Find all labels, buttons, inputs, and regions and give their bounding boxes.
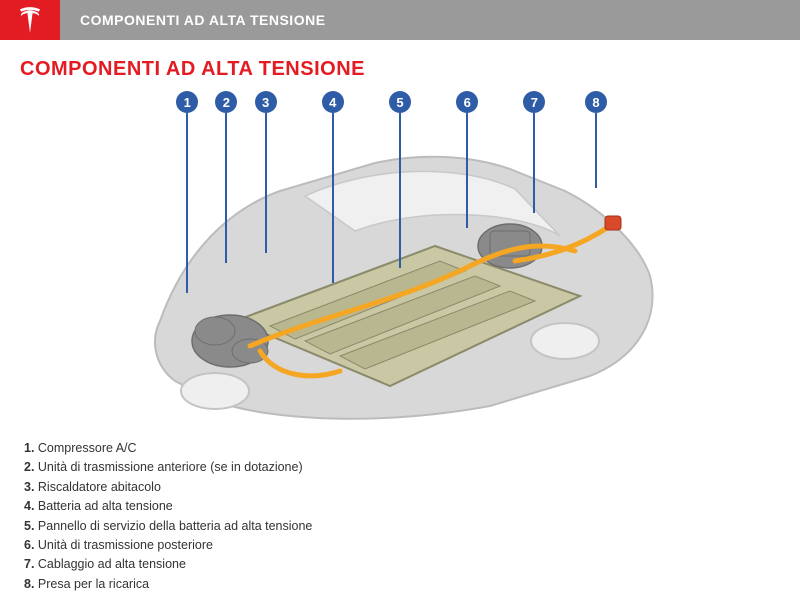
marker-circle: 4	[322, 91, 344, 113]
legend-number: 6.	[24, 538, 38, 552]
marker-line	[265, 113, 267, 253]
legend-number: 4.	[24, 499, 38, 513]
legend-list: 1. Compressore A/C2. Unità di trasmissio…	[20, 439, 780, 594]
marker-circle: 8	[585, 91, 607, 113]
marker-line	[399, 113, 401, 268]
marker-circle: 7	[523, 91, 545, 113]
legend-text: Unità di trasmissione anteriore (se in d…	[38, 460, 303, 474]
legend-item: 3. Riscaldatore abitacolo	[24, 478, 780, 497]
marker-line	[595, 113, 597, 188]
header-title: COMPONENTI AD ALTA TENSIONE	[60, 0, 800, 40]
marker-line	[186, 113, 188, 293]
legend-number: 1.	[24, 441, 38, 455]
marker-circle: 1	[176, 91, 198, 113]
legend-text: Riscaldatore abitacolo	[38, 480, 161, 494]
legend-item: 6. Unità di trasmissione posteriore	[24, 536, 780, 555]
section-title: COMPONENTI AD ALTA TENSIONE	[20, 58, 780, 81]
legend-text: Unità di trasmissione posteriore	[38, 538, 213, 552]
marker-circle: 2	[215, 91, 237, 113]
marker-7: 7	[523, 91, 545, 213]
legend-number: 5.	[24, 519, 38, 533]
legend-number: 7.	[24, 557, 38, 571]
marker-8: 8	[585, 91, 607, 188]
marker-4: 4	[322, 91, 344, 283]
legend-text: Compressore A/C	[38, 441, 137, 455]
marker-5: 5	[389, 91, 411, 268]
marker-6: 6	[456, 91, 478, 228]
content-area: COMPONENTI AD ALTA TENSIONE	[0, 40, 800, 604]
marker-2: 2	[215, 91, 237, 263]
legend-text: Pannello di servizio della batteria ad a…	[38, 519, 312, 533]
marker-line	[332, 113, 334, 283]
marker-line	[466, 113, 468, 228]
legend-number: 2.	[24, 460, 38, 474]
tesla-logo	[0, 0, 60, 40]
marker-1: 1	[176, 91, 198, 293]
header: COMPONENTI AD ALTA TENSIONE	[0, 0, 800, 40]
legend-item: 7. Cablaggio ad alta tensione	[24, 555, 780, 574]
marker-line	[225, 113, 227, 263]
legend-item: 4. Batteria ad alta tensione	[24, 497, 780, 516]
legend-text: Cablaggio ad alta tensione	[38, 557, 186, 571]
marker-circle: 3	[255, 91, 277, 113]
marker-3: 3	[255, 91, 277, 253]
legend-item: 8. Presa per la ricarica	[24, 575, 780, 594]
marker-line	[533, 113, 535, 213]
tesla-logo-icon	[19, 7, 41, 33]
legend-item: 1. Compressore A/C	[24, 439, 780, 458]
marker-circle: 5	[389, 91, 411, 113]
legend-item: 2. Unità di trasmissione anteriore (se i…	[24, 458, 780, 477]
markers-layer: 123 4 5 6 7 8	[120, 91, 680, 431]
legend-text: Batteria ad alta tensione	[38, 499, 173, 513]
legend-number: 3.	[24, 480, 38, 494]
marker-circle: 6	[456, 91, 478, 113]
legend-item: 5. Pannello di servizio della batteria a…	[24, 517, 780, 536]
vehicle-diagram: 123 4 5 6 7 8	[120, 91, 680, 431]
